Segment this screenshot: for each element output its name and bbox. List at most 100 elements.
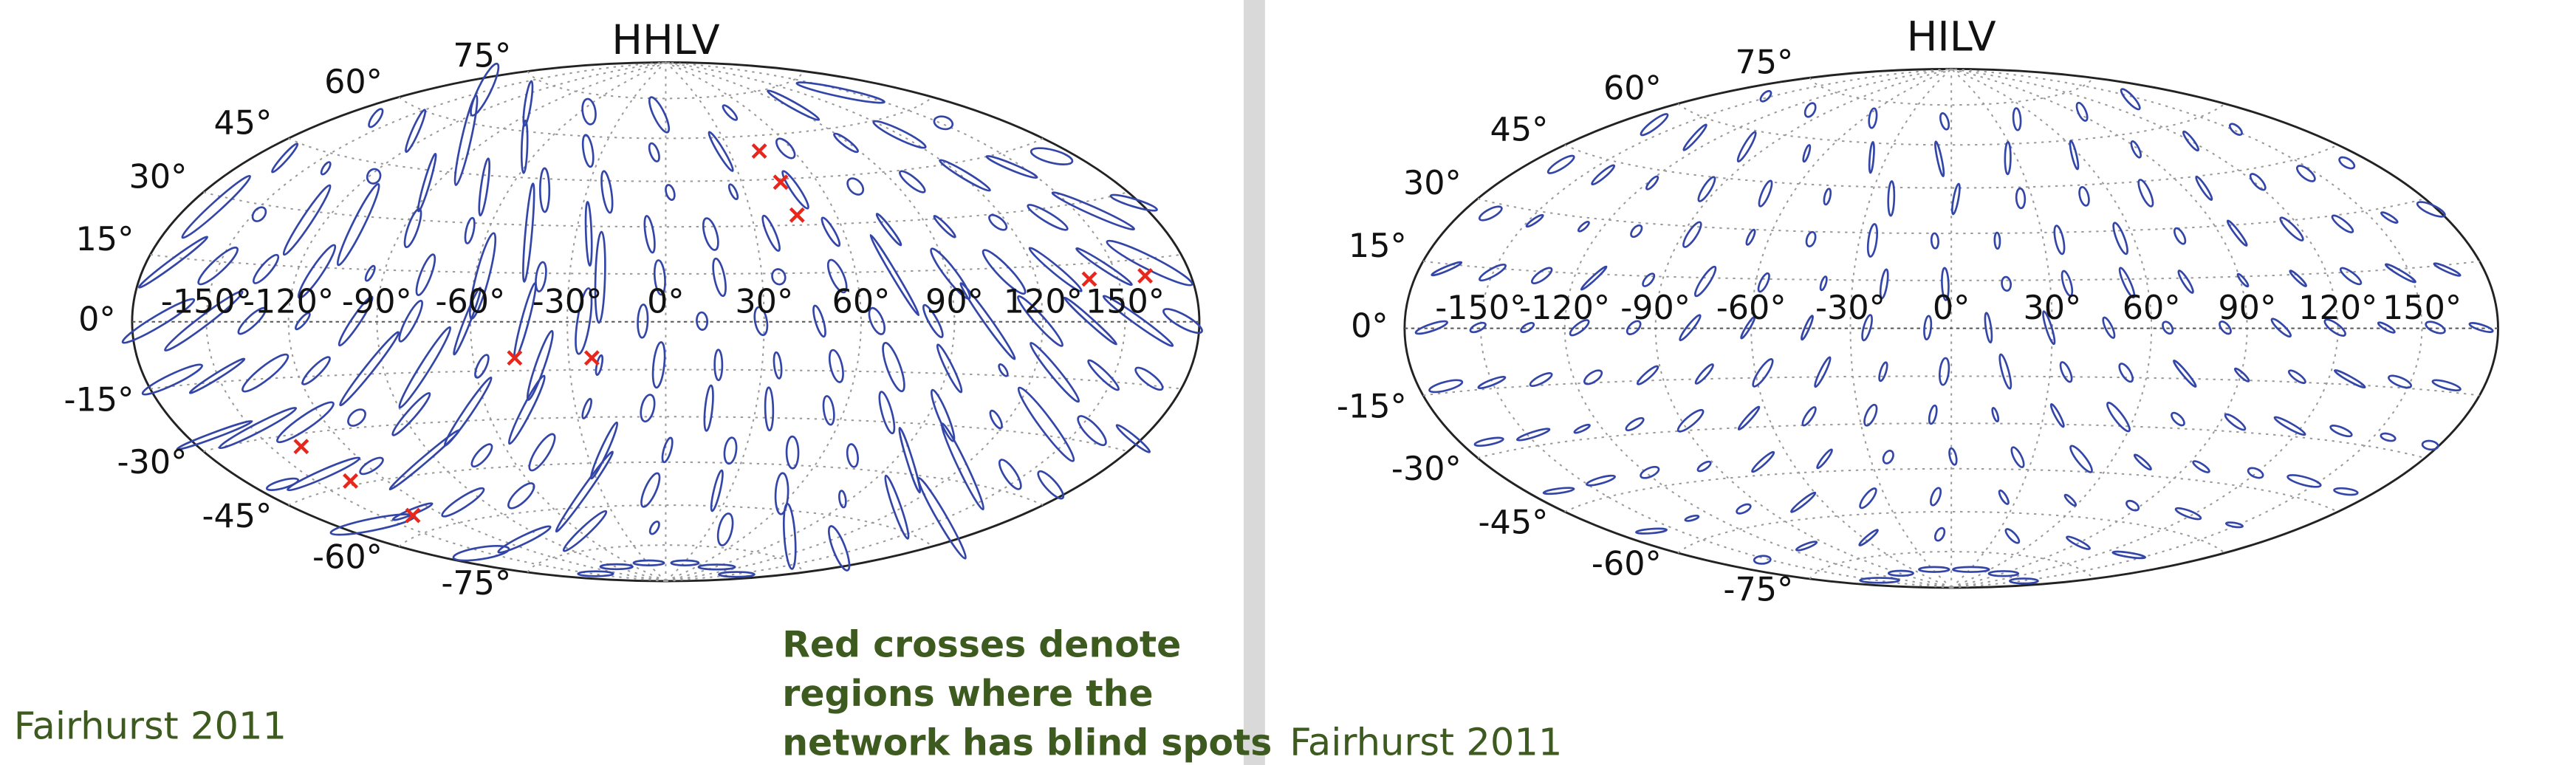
error-ellipse	[2004, 528, 2021, 544]
error-ellipse	[761, 214, 781, 253]
error-ellipse	[1998, 353, 2012, 390]
error-ellipse	[2173, 360, 2197, 388]
longitude-label: -120°	[1519, 289, 1610, 327]
error-ellipse	[253, 253, 280, 284]
error-ellipse	[781, 170, 809, 210]
error-ellipse	[600, 170, 614, 214]
longitude-label: 120°	[1004, 283, 1083, 320]
error-ellipse	[2075, 101, 2089, 122]
longitude-label: 30°	[2023, 289, 2081, 327]
error-ellipse	[872, 120, 927, 149]
parallel	[150, 253, 1182, 275]
error-ellipse	[1583, 369, 1603, 385]
error-ellipse	[643, 215, 656, 254]
error-ellipse	[875, 213, 902, 247]
error-ellipse	[869, 234, 920, 317]
error-ellipse	[2061, 270, 2074, 297]
error-ellipse	[1473, 436, 1504, 447]
error-ellipse	[723, 436, 738, 465]
error-ellipse	[2433, 262, 2462, 277]
error-ellipse	[594, 230, 606, 324]
longitude-label: -30°	[1815, 289, 1885, 327]
error-ellipse	[237, 306, 267, 335]
error-ellipse	[2174, 507, 2202, 521]
error-ellipse	[1640, 113, 1669, 137]
error-ellipse	[771, 268, 787, 286]
error-ellipse	[2339, 267, 2363, 286]
error-ellipse	[1030, 342, 1080, 403]
error-ellipse	[301, 356, 331, 385]
error-ellipse	[2137, 179, 2154, 207]
error-ellipse	[1887, 180, 1896, 217]
longitude-label: 60°	[832, 283, 891, 320]
error-ellipse	[985, 155, 1038, 179]
error-ellipse	[828, 349, 844, 383]
error-ellipse	[1918, 566, 1950, 573]
longitude-label: 150°	[1086, 283, 1165, 320]
error-ellipse	[276, 401, 335, 444]
error-ellipse	[939, 159, 991, 192]
error-ellipse	[1431, 261, 1463, 277]
error-ellipse	[826, 258, 848, 294]
error-ellipse	[1479, 263, 1507, 282]
error-ellipse	[282, 184, 332, 256]
error-ellipse	[2249, 173, 2267, 191]
longitude-label: 150°	[2383, 289, 2462, 327]
longitude-label: 60°	[2123, 289, 2181, 327]
error-ellipse	[764, 386, 775, 432]
error-ellipse	[1923, 315, 1933, 341]
error-ellipse	[297, 244, 337, 299]
error-ellipse	[1814, 356, 1832, 388]
latitude-label: -75°	[441, 565, 511, 603]
error-ellipse	[727, 183, 739, 200]
error-ellipse	[575, 287, 593, 355]
error-ellipse	[1863, 403, 1878, 427]
error-ellipse	[2219, 320, 2232, 335]
error-ellipse	[1626, 320, 1642, 335]
error-ellipse	[415, 253, 436, 297]
error-ellipse	[1941, 267, 1950, 301]
error-ellipse	[2224, 521, 2244, 529]
error-ellipse	[121, 298, 196, 344]
error-ellipse	[474, 354, 490, 379]
blind-spot-cross	[773, 174, 789, 191]
error-ellipse	[1993, 231, 2001, 250]
error-ellipse	[251, 206, 267, 222]
error-ellipse	[1951, 182, 1961, 216]
error-ellipse	[1027, 204, 1069, 231]
error-ellipse	[933, 115, 954, 131]
error-ellipse	[697, 563, 736, 571]
longitude-label: 30°	[735, 283, 793, 320]
error-ellipse	[2233, 367, 2250, 382]
error-ellipse	[1645, 175, 1659, 191]
error-ellipse	[774, 472, 789, 515]
error-ellipse	[1515, 428, 1551, 442]
latitude-label: 75°	[1735, 44, 1793, 82]
error-ellipse	[1580, 265, 1608, 291]
error-ellipse	[453, 287, 482, 356]
meridian	[469, 61, 666, 582]
error-ellipse	[1030, 147, 1074, 165]
error-ellipse	[988, 213, 1008, 231]
error-ellipse	[443, 376, 493, 447]
longitude-label: -150°	[1435, 289, 1526, 327]
error-ellipse	[1740, 315, 1756, 340]
error-ellipse	[405, 109, 427, 154]
error-ellipse	[2195, 175, 2213, 202]
error-ellipse	[1952, 566, 1990, 573]
error-ellipse	[1569, 319, 1590, 337]
error-ellipse	[2015, 187, 2027, 210]
error-ellipse	[1757, 272, 1770, 293]
error-ellipse	[581, 397, 593, 419]
error-ellipse	[1859, 487, 1877, 510]
error-ellipse	[2182, 130, 2200, 152]
error-ellipse	[1802, 144, 1812, 163]
error-ellipse	[1684, 514, 1700, 522]
annotation-line: Red crosses denote	[782, 623, 1181, 665]
error-ellipse	[2287, 369, 2306, 385]
error-ellipse	[838, 490, 847, 509]
error-ellipse	[702, 217, 719, 251]
blind-spot-cross	[507, 350, 523, 366]
error-ellipse	[1759, 89, 1772, 103]
error-ellipse	[1586, 474, 1616, 487]
